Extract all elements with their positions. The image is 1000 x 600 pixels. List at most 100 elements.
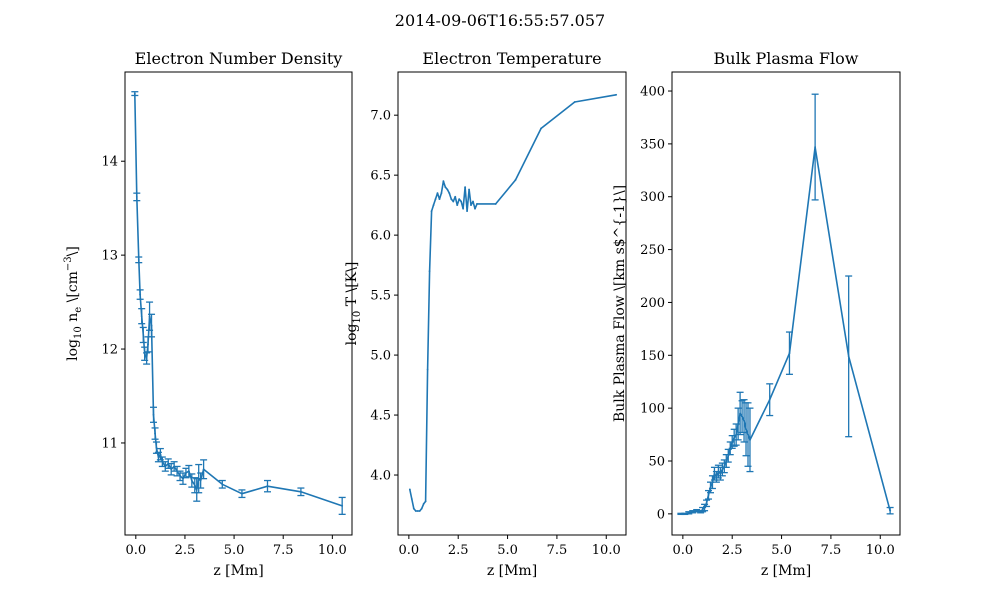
data-point bbox=[458, 198, 461, 201]
panel-title-flow: Bulk Plasma Flow bbox=[714, 49, 859, 68]
data-point bbox=[410, 498, 413, 500]
y-tick-label: 4.0 bbox=[370, 469, 391, 484]
x-tick-label: 0.0 bbox=[125, 543, 146, 558]
plot-frame bbox=[671, 71, 901, 536]
x-tick-label: 5.0 bbox=[771, 543, 792, 558]
data-point bbox=[133, 92, 136, 95]
y-tick-label: 14 bbox=[101, 155, 118, 170]
y-tick-label: 250 bbox=[640, 243, 665, 258]
data-point bbox=[494, 203, 497, 205]
data-point bbox=[193, 484, 196, 487]
data-point bbox=[432, 204, 435, 207]
data-point bbox=[725, 460, 728, 462]
data-point bbox=[195, 489, 198, 491]
panel-title-density: Electron Number Density bbox=[135, 49, 343, 68]
y-tick-label: 100 bbox=[640, 402, 665, 417]
data-point bbox=[711, 481, 714, 484]
data-point bbox=[514, 179, 517, 181]
data-point bbox=[182, 477, 184, 480]
data-point bbox=[715, 475, 718, 478]
data-point bbox=[699, 510, 702, 513]
data-point bbox=[719, 472, 722, 475]
data-point bbox=[266, 485, 269, 488]
data-point bbox=[456, 204, 459, 207]
data-point bbox=[422, 502, 425, 505]
data-point bbox=[741, 415, 743, 418]
x-tick-label: 2.5 bbox=[175, 543, 196, 558]
y-axis-label: log10 ne \[cm−3\] bbox=[63, 246, 84, 361]
series-line-flow bbox=[680, 146, 891, 515]
data-point bbox=[573, 101, 576, 103]
data-point bbox=[135, 196, 138, 198]
data-point bbox=[300, 490, 302, 493]
data-point bbox=[197, 477, 200, 480]
data-point bbox=[723, 465, 726, 468]
data-point bbox=[190, 479, 193, 482]
series-line-temperature bbox=[409, 94, 617, 512]
data-point bbox=[150, 324, 153, 327]
y-axis-label: Bulk Plasma Flow \[km s$^{-1}\] bbox=[612, 185, 628, 422]
data-point bbox=[735, 433, 738, 436]
x-tick-label: 5.0 bbox=[497, 543, 518, 558]
data-point bbox=[705, 502, 708, 505]
x-tick-label: 0.0 bbox=[399, 543, 420, 558]
data-point bbox=[142, 334, 145, 336]
y-tick-label: 150 bbox=[640, 349, 665, 364]
y-tick-label: 50 bbox=[648, 455, 665, 470]
x-tick-label: 10.0 bbox=[866, 543, 895, 558]
data-point bbox=[438, 198, 441, 201]
x-tick-label: 10.0 bbox=[318, 543, 347, 558]
data-point bbox=[701, 508, 704, 511]
y-tick-label: 13 bbox=[101, 249, 118, 264]
data-point bbox=[221, 483, 224, 486]
y-tick-label: 6.5 bbox=[370, 169, 391, 184]
data-point bbox=[713, 472, 716, 475]
data-point bbox=[420, 507, 423, 510]
data-point bbox=[464, 186, 467, 189]
data-point bbox=[430, 210, 433, 213]
data-point bbox=[889, 509, 892, 512]
series-line-density bbox=[134, 93, 343, 507]
y-tick-label: 0 bbox=[657, 507, 665, 522]
data-point bbox=[440, 192, 443, 195]
data-point bbox=[679, 512, 682, 515]
data-point bbox=[749, 438, 751, 441]
data-point bbox=[745, 428, 747, 431]
data-point bbox=[768, 398, 771, 401]
data-point bbox=[721, 468, 724, 471]
y-tick-label: 7.0 bbox=[370, 109, 391, 124]
x-tick-label: 10.0 bbox=[592, 543, 621, 558]
data-point bbox=[179, 474, 181, 477]
data-point bbox=[436, 192, 439, 195]
x-tick-label: 0.0 bbox=[673, 543, 694, 558]
data-point bbox=[199, 479, 202, 482]
y-tick-label: 400 bbox=[640, 85, 665, 100]
panel-density: Electron Number Density 0.0 2.5 5.0 7.5 10.0 1… bbox=[63, 49, 353, 579]
data-point bbox=[145, 357, 148, 360]
data-point bbox=[185, 472, 187, 474]
data-point bbox=[737, 423, 740, 425]
x-axis-label: z [Mm] bbox=[487, 563, 537, 579]
panel-flow: Bulk Plasma Flow 0.0 2.5 5.0 7.5 10.0 0 50 100 15… bbox=[612, 49, 901, 579]
data-point bbox=[703, 506, 706, 509]
x-axis-label: z [Mm] bbox=[213, 563, 263, 579]
data-point bbox=[691, 510, 694, 513]
data-point bbox=[615, 93, 618, 96]
y-tick-label: 350 bbox=[640, 137, 665, 152]
data-point bbox=[155, 446, 158, 449]
data-point bbox=[159, 453, 162, 456]
data-point bbox=[462, 207, 465, 210]
y-axis-label: log10 T \[K\] bbox=[344, 262, 363, 346]
data-point bbox=[452, 200, 455, 203]
data-point bbox=[444, 186, 447, 189]
data-point bbox=[476, 203, 478, 205]
chart-panels: Electron Number Density 0.0 2.5 5.0 7.5 10.0 1… bbox=[63, 49, 901, 579]
plot-frame bbox=[124, 71, 353, 536]
figure-suptitle: 2014-09-06T16:55:57.057 bbox=[395, 11, 605, 30]
x-tick-label: 5.0 bbox=[224, 543, 245, 558]
y-tick-label: 300 bbox=[640, 190, 665, 205]
data-point bbox=[152, 413, 155, 416]
data-point bbox=[187, 470, 190, 473]
data-point bbox=[154, 432, 156, 435]
data-point bbox=[695, 509, 698, 512]
